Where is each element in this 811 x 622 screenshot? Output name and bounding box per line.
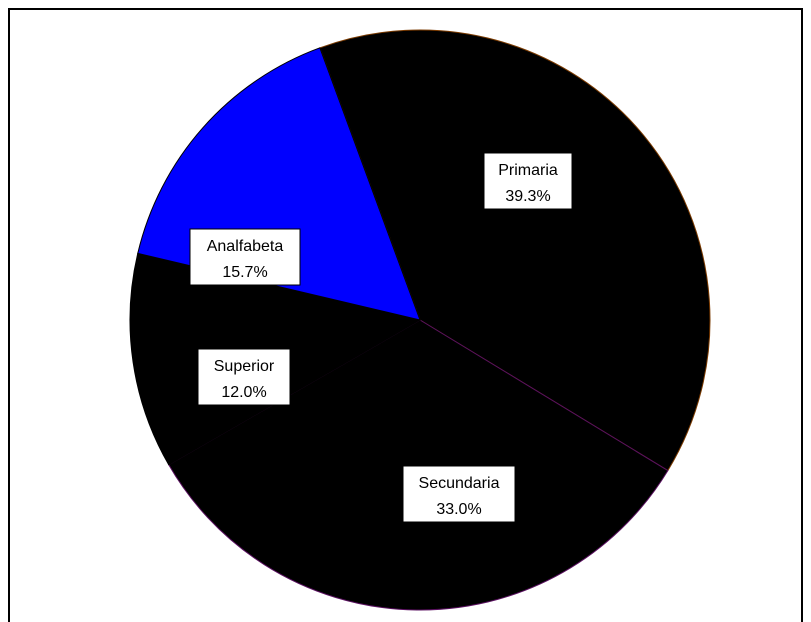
slice-label-box [402, 465, 516, 523]
slice-category-label: Primaria [498, 162, 558, 179]
slice-label-superior: Superior 12.0% [197, 348, 291, 406]
slice-label-box [197, 348, 291, 406]
slice-value-label: 39.3% [505, 188, 550, 205]
frame-border-top [8, 8, 803, 10]
frame-border-right [801, 8, 803, 622]
slice-category-label: Superior [214, 358, 275, 375]
slice-label-box [483, 152, 573, 210]
pie-slices [129, 29, 711, 611]
pie-slice-primaria [319, 29, 711, 472]
frame-border-left [8, 8, 10, 622]
pie-labels: Primaria 39.3% Secundaria 33.0% Superior 12.0… [189, 152, 573, 523]
slice-label-primaria: Primaria 39.3% [483, 152, 573, 210]
slice-category-label: Secundaria [419, 475, 500, 492]
pie-slice-secundaria [167, 319, 669, 611]
slice-label-box [189, 228, 301, 286]
slice-value-label: 33.0% [436, 501, 481, 518]
slice-label-secundaria: Secundaria 33.0% [402, 465, 516, 523]
slice-category-label: Analfabeta [207, 238, 284, 255]
slice-value-label: 15.7% [222, 264, 267, 281]
slice-label-analfabeta: Analfabeta 15.7% [189, 228, 301, 286]
slice-value-label: 12.0% [221, 384, 266, 401]
